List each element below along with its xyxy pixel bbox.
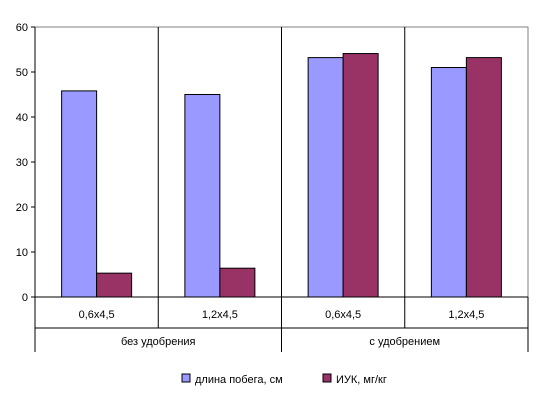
legend-label: ИУК, мг/кг <box>336 374 387 386</box>
y-tick-label: 60 <box>16 22 28 34</box>
y-tick-label: 0 <box>22 292 28 304</box>
bar-iaa <box>96 272 133 298</box>
bar-shoot-length <box>307 57 344 298</box>
category-label: 1,2x4,5 <box>448 309 484 321</box>
bars <box>61 53 502 298</box>
y-axis: 0 10 20 30 40 50 60 <box>16 22 36 352</box>
bar-iaa <box>219 267 256 298</box>
category-label: 0,6x4,5 <box>79 309 115 321</box>
y-tick-label: 30 <box>16 157 28 169</box>
y-tick-label: 50 <box>16 67 28 79</box>
group-label: без удобрения <box>121 336 196 348</box>
y-tick-label: 10 <box>16 247 28 259</box>
legend-label: длина побега, см <box>195 374 283 386</box>
legend-swatch <box>181 373 191 383</box>
legend: длина побега, см ИУК, мг/кг <box>181 373 387 386</box>
bar-iaa <box>465 57 502 298</box>
y-tick-label: 20 <box>16 202 28 214</box>
y-tick-label: 40 <box>16 112 28 124</box>
category-label: 1,2x4,5 <box>202 309 238 321</box>
bar-shoot-length <box>184 94 221 298</box>
category-label: 0,6x4,5 <box>325 309 361 321</box>
bar-iaa <box>342 53 379 298</box>
group-label: с удобрением <box>369 336 440 348</box>
bar-shoot-length <box>61 90 98 298</box>
legend-swatch <box>322 373 332 383</box>
bar-shoot-length <box>430 67 467 298</box>
